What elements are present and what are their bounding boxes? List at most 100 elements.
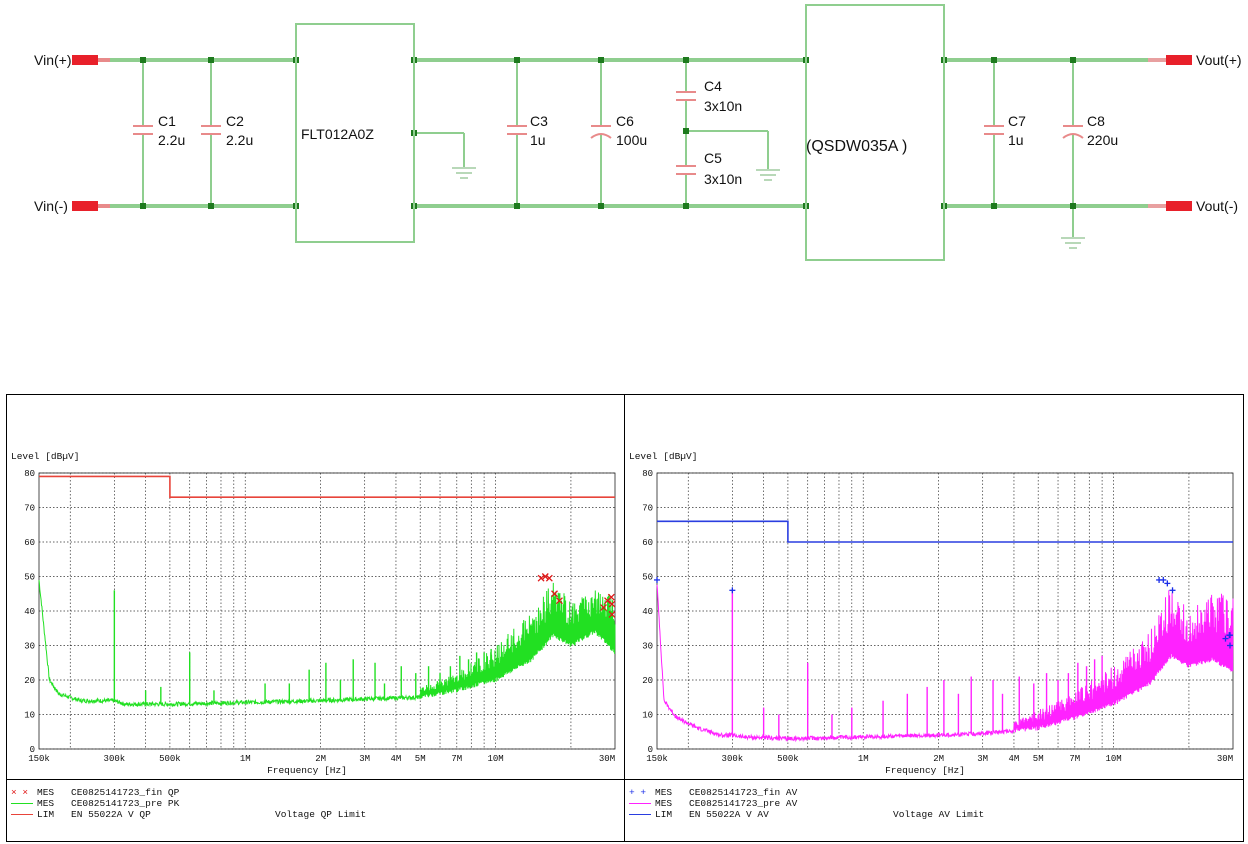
capacitor-plates [133,91,1084,175]
legend-text: EN 55022A V AV [689,809,769,820]
x-tick-label: 500k [777,754,799,764]
y-tick-label: 10 [642,711,653,721]
y-tick-label: 50 [642,573,653,583]
x-tick-label: 4M [391,754,402,764]
c6-name: C6 [616,113,634,129]
final-measurement-marker [1164,580,1171,587]
grid [39,472,615,750]
legend-tag: MES [37,798,55,809]
grounds [452,167,1085,249]
grid [657,472,1233,750]
y-tick-label: 60 [642,538,653,548]
vout-neg-label: Vout(-) [1196,198,1238,214]
filter-schematic: Vin(+) Vin(-) Vout(+) Vout(-) C1 2.2u C2… [34,4,1242,261]
c2-name: C2 [226,113,244,129]
x-tick-label: 3M [977,754,988,764]
schematic-labels: Vin(+) Vin(-) Vout(+) Vout(-) C1 2.2u C2… [34,52,1242,214]
final-measurement-marker [654,576,660,583]
terminals [72,55,1192,211]
limit-line [657,520,1233,543]
limit-line [39,475,615,498]
converter-module-box [805,4,945,261]
x-tick-label: 2M [315,754,326,764]
y-tick-label: 60 [24,538,35,548]
final-measurement-marker [607,593,615,601]
c4-name: C4 [704,78,722,94]
y-tick-label: 10 [24,711,35,721]
y-tick-label: 50 [24,573,35,583]
c6-value: 100u [616,132,647,148]
y-tick-label: 80 [642,469,653,479]
c1-name: C1 [158,113,176,129]
legend-entry: MES CE0825141723_pre PK [11,798,621,809]
legend-tag: MES [37,787,55,798]
x-tick-label: 5M [415,754,426,764]
c4-value: 3x10n [704,98,742,114]
x-tick-label: 2M [933,754,944,764]
x-tick-label: 300k [104,754,126,764]
x-tick-label: 150k [28,754,50,764]
final-measurement-marker [545,574,553,582]
final-measurement-marker [729,587,736,594]
legend-text: CE0825141723_pre AV [689,798,798,809]
x-tick-label: 30M [1217,754,1233,764]
legend-note: Voltage QP Limit [275,809,367,820]
final-measurement-marker [556,597,563,605]
c8-name: C8 [1087,113,1105,129]
x-axis-label: Frequency [Hz] [267,765,347,776]
final-measurement-marker [1160,576,1167,583]
qp-emission-chart-panel: Level [dBµV] 0 10 20 30 40 50 60 70 80 150k 300k 500… [6,394,626,842]
converter-module-label: (QSDW035A ) [806,138,907,155]
av-emission-chart: Level [dBµV] 0 10 20 30 40 50 60 70 80 150k 300k 500… [629,451,1234,776]
final-measurement-marker [608,600,616,608]
legend-text: CE0825141723_pre PK [71,798,180,809]
c3-name: C3 [530,113,548,129]
x-tick-label: 1M [240,754,251,764]
final-measurement-marker [551,590,558,598]
legend-text: CE0825141723_fin AV [689,787,798,798]
x-tick-label: 4M [1009,754,1020,764]
y-tick-label: 20 [24,676,35,686]
vin-neg-label: Vin(-) [34,198,68,214]
qp-emission-chart: Level [dBµV] 0 10 20 30 40 50 60 70 80 150k 300k 500… [11,451,616,776]
y-tick-label: 70 [24,504,35,514]
x-tick-label: 3M [359,754,370,764]
legend-entry: × × MES CE0825141723_fin QP [11,787,621,798]
final-measurement-marker [608,610,616,618]
y-tick-label: 40 [24,607,35,617]
legend-entry: MES CE0825141723_pre AV [629,798,1239,809]
av-chart-legend: + + MES CE0825141723_fin AV MES CE0825141723… [629,787,1239,820]
c5-value: 3x10n [704,171,742,187]
final-measurement-marker [537,574,545,582]
vin-pos-label: Vin(+) [34,52,71,68]
x-tick-label: 1M [858,754,869,764]
legend-entry: LIM EN 55022A V AV Voltage AV Limit [629,809,1239,820]
c5-name: C5 [704,150,722,166]
vout-pos-label: Vout(+) [1196,52,1242,68]
final-measurement-marker [1169,587,1176,594]
y-tick-label: 0 [30,745,35,755]
legend-entry: LIM EN 55022A V QP Voltage QP Limit [11,809,621,820]
x-tick-label: 500k [159,754,181,764]
x-axis-label: Frequency [Hz] [885,765,965,776]
final-measurement-marker [1227,632,1233,639]
legend-note: Voltage AV Limit [893,809,985,820]
filter-module-label: FLT012A0Z [301,126,374,142]
final-measurement-marker [541,573,549,580]
pre-scan-trace [656,584,1234,743]
legend-swatch: × × [11,787,29,798]
x-tick-label: 30M [599,754,615,764]
final-measurement-marker [1222,635,1229,642]
legend-swatch [629,803,651,804]
legend-swatch [629,814,651,815]
y-tick-label: 30 [642,642,653,652]
y-tick-label: 40 [642,607,653,617]
c1-value: 2.2u [158,132,185,148]
legend-entry: + + MES CE0825141723_fin AV [629,787,1239,798]
legend-separator [7,779,625,780]
y-tick-label: 30 [24,642,35,652]
legend-tag: MES [655,798,673,809]
legend-tag: LIM [655,809,673,820]
final-measurement-marker [600,604,608,612]
x-tick-label: 5M [1033,754,1044,764]
